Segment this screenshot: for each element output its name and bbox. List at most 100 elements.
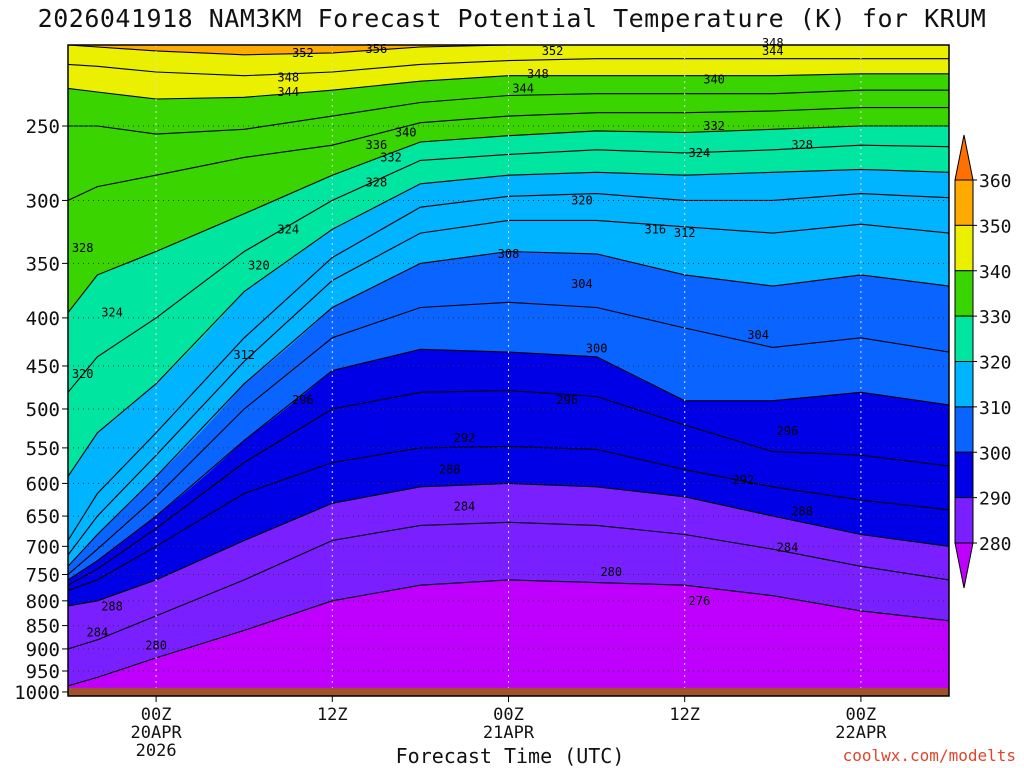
contour-label: 352: [292, 46, 314, 60]
contour-label: 316: [644, 222, 666, 236]
colorbar-band: [954, 451, 974, 499]
y-tick-label: 250: [26, 116, 60, 138]
colorbar-tick-label: 310: [979, 398, 1012, 419]
contour-line-328: [68, 125, 949, 314]
contour-label: 304: [571, 277, 593, 291]
colorbar-extend-bottom: [954, 542, 974, 589]
contour-line-316: [68, 193, 949, 541]
colorbar-band: [954, 406, 974, 453]
colorbar-tick-label: 280: [979, 534, 1012, 555]
contour-label: 332: [380, 150, 402, 164]
band-fill: [68, 18, 949, 45]
colorbar-tick-label: 300: [979, 443, 1012, 464]
x-tick-label: 00Z: [846, 705, 877, 725]
contour-line-308: [68, 250, 949, 567]
y-tick-label: 450: [26, 356, 60, 378]
contour-label: 284: [87, 626, 109, 640]
contour-label: 312: [233, 348, 255, 362]
x-tick-label: 22APR: [835, 723, 887, 743]
contour-line-356: [332, 18, 684, 24]
y-tick-label: 550: [26, 438, 60, 460]
colorbar-tick-label: 360: [979, 171, 1012, 192]
y-tick-label: 350: [26, 253, 60, 275]
contour-label: 328: [791, 138, 813, 152]
x-tick-label: 00Z: [141, 705, 172, 725]
colorbar-tick-label: 290: [979, 489, 1012, 510]
y-tick-label: 500: [26, 399, 60, 421]
colorbar-band: [954, 315, 974, 362]
contour-label: 348: [762, 36, 784, 50]
colorbar-tick-label: 350: [979, 216, 1012, 237]
band-fill: [68, 31, 949, 45]
contour-label: 320: [248, 259, 270, 273]
contour-line-296: [68, 390, 949, 586]
contour-line-336: [68, 89, 949, 135]
colorbar-tick-label: 330: [979, 307, 1012, 328]
contour-line-348: [68, 45, 949, 56]
contour-label: 328: [72, 241, 94, 255]
colorbar-tick-label: 340: [979, 262, 1012, 283]
colorbar-tick-label: 320: [979, 353, 1012, 374]
contour-line-324: [68, 144, 949, 393]
y-tick-label: 950: [26, 661, 60, 683]
contour-label: 296: [777, 424, 799, 438]
contour-label: 308: [498, 247, 520, 261]
contour-label: 336: [366, 138, 388, 152]
contour-label: 328: [366, 175, 388, 189]
band-fill: [68, 45, 949, 55]
contour-label: 312: [674, 226, 696, 240]
contour-line-344: [68, 58, 949, 77]
ground-surface: [68, 687, 949, 696]
contour-label: 324: [101, 306, 123, 320]
colorbar-band: [954, 361, 974, 408]
contour-label: 296: [556, 393, 578, 407]
contour-label: 292: [733, 473, 755, 487]
contour-label: 296: [292, 393, 314, 407]
contour-line-332: [68, 107, 949, 201]
contour-line-300: [68, 348, 949, 581]
contour-label: 284: [454, 500, 476, 514]
y-tick-label: 300: [26, 190, 60, 212]
y-tick-label: 800: [26, 591, 60, 613]
contour-label: 348: [277, 71, 299, 85]
contour-label: 324: [277, 222, 299, 236]
y-tick-label: 850: [26, 616, 60, 638]
contour-line-340: [68, 73, 949, 100]
contour-line-280: [68, 579, 949, 687]
y-tick-label: 400: [26, 308, 60, 330]
chart-title: 2026041918 NAM3KM Forecast Potential Tem…: [37, 4, 987, 33]
contour-label: 324: [689, 146, 711, 160]
contour-line-304: [68, 301, 949, 575]
x-tick-label: 12Z: [317, 705, 348, 725]
contour-label: 304: [747, 328, 769, 342]
contour-label: 288: [101, 599, 123, 613]
contour-line-288: [68, 482, 949, 607]
contour-label: 288: [791, 505, 813, 519]
contour-line-292: [68, 445, 949, 592]
x-tick-label: 00Z: [493, 705, 524, 725]
contour-line-352: [156, 31, 949, 39]
contour-label: 276: [689, 594, 711, 608]
y-tick-label: 650: [26, 506, 60, 528]
y-tick-label: 1000: [14, 682, 60, 704]
colorbar-extend-top: [954, 134, 974, 181]
contour-line-320: [68, 168, 949, 477]
colorbar-band: [954, 270, 974, 317]
contour-label: 344: [277, 85, 299, 99]
x-tick-label: 2026: [136, 741, 177, 761]
contour-label: 280: [145, 638, 167, 652]
contour-label: 344: [512, 81, 534, 95]
colorbar-band: [954, 179, 974, 226]
x-tick-label: 21APR: [483, 723, 535, 743]
contour-label: 320: [72, 367, 94, 381]
y-tick-label: 600: [26, 473, 60, 495]
contour-label: 352: [542, 44, 564, 58]
x-tick-label: 12Z: [669, 705, 700, 725]
contour-label: 332: [703, 119, 725, 133]
contour-label: 284: [777, 540, 799, 554]
y-tick-label: 900: [26, 639, 60, 661]
contour-label: 300: [586, 341, 608, 355]
contour-label: 356: [366, 42, 388, 56]
